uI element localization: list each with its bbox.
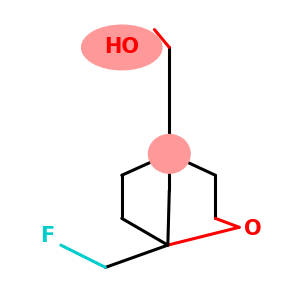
- Ellipse shape: [148, 134, 190, 173]
- Text: HO: HO: [104, 38, 139, 58]
- Text: O: O: [244, 219, 261, 239]
- Text: F: F: [40, 226, 55, 246]
- Ellipse shape: [82, 25, 162, 70]
